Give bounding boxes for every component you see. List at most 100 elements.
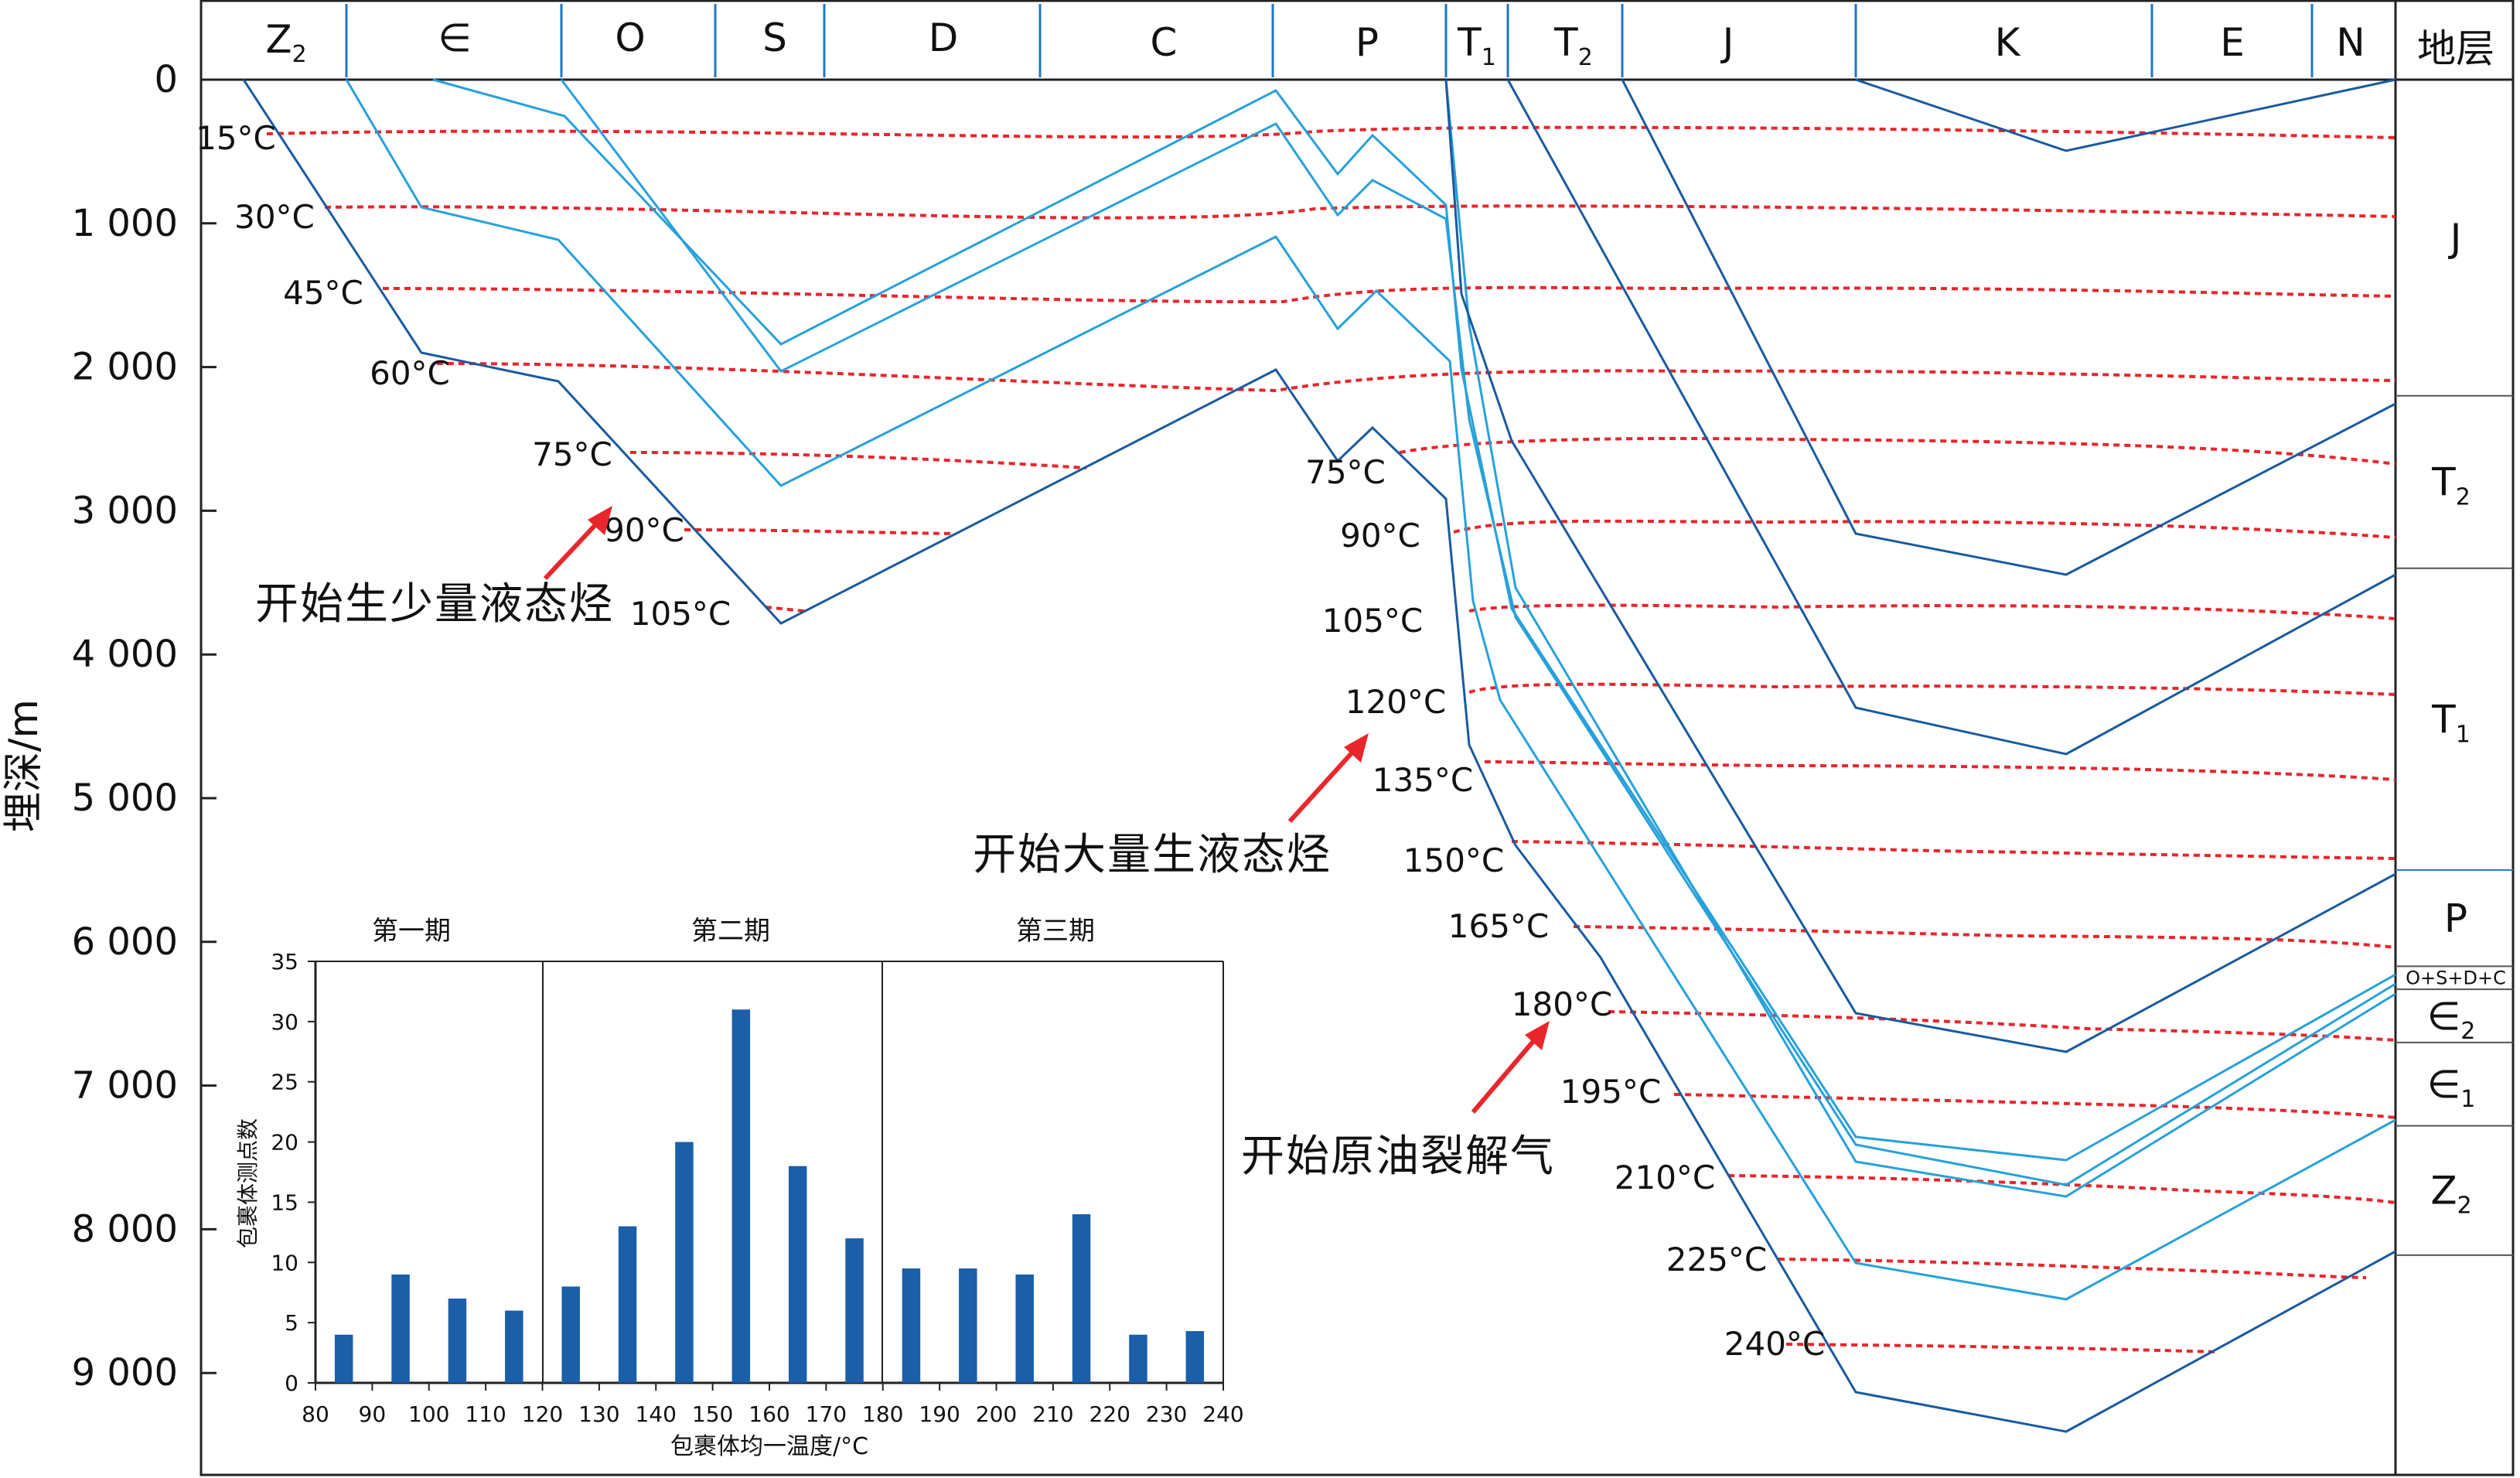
isotherm-1 (324, 204, 2396, 220)
histogram-bar-11 (959, 1268, 977, 1383)
isotherm-label-16: 210°C (1615, 1159, 1716, 1196)
histogram-y-tick-label-5: 25 (271, 1070, 298, 1095)
histogram-x-tick-label-13: 210 (1032, 1401, 1073, 1427)
histogram-x-axis: 80 90 100 110 120 130 140 150 160 170 180 190 200 210… (302, 1383, 1244, 1427)
strata-label-5: ∈2 (2427, 994, 2476, 1045)
histogram-x-tick-label-14: 220 (1089, 1401, 1130, 1427)
isotherm-label-17: 225°C (1666, 1241, 1768, 1278)
histogram-x-tick-label-8: 160 (748, 1401, 789, 1427)
histogram-y-tick-label-0: 0 (285, 1370, 298, 1396)
histogram-bar-8 (788, 1166, 807, 1383)
period-S: S (762, 15, 787, 60)
histogram-x-tick-label-10: 180 (862, 1401, 903, 1427)
strata-column-title: 地层 (2417, 26, 2494, 71)
isotherm-2 (382, 285, 2396, 304)
histogram-x-tick-label-2: 100 (408, 1401, 449, 1427)
isotherm-group (266, 125, 2396, 1353)
burial-curve-7 (1621, 79, 2396, 576)
histogram-bar-15 (1185, 1331, 1205, 1383)
isotherm-label-14: 180°C (1512, 985, 1613, 1023)
isotherm-7 (1453, 519, 2396, 539)
isotherm-10 (1468, 682, 2396, 696)
histogram-y-tick-label-4: 20 (271, 1130, 298, 1155)
histogram-y-tick-label-2: 10 (271, 1250, 298, 1275)
isotherm-label-8: 90°C (1340, 517, 1420, 555)
histogram-x-tick-label-1: 90 (359, 1401, 387, 1427)
period-cambrian: ∈ (438, 15, 472, 60)
histogram-y-tick-label-7: 35 (271, 949, 298, 975)
depth-axis-title: 埋深/m (1, 699, 47, 832)
burial-curve-group (242, 78, 2396, 1433)
isotherm-label-group: 15°C30°C45°C60°C75°C90°C105°C75°C90°C105… (196, 119, 1825, 1363)
annotation-small-liquid: 开始生少量液态烃 (255, 579, 614, 630)
histogram-y-tick-label-3: 15 (271, 1190, 298, 1215)
period-Z2: Z2 (265, 17, 306, 68)
isotherm-17 (1778, 1258, 2367, 1279)
stage-label-1: 第一期 (372, 916, 451, 947)
histogram-y-title: 包裹体测点数 (235, 1118, 261, 1248)
isotherm-label-1: 30°C (234, 198, 315, 236)
histogram-bar-13 (1072, 1214, 1091, 1383)
isotherm-label-12: 150°C (1403, 841, 1505, 879)
strata-label-6: ∈1 (2427, 1062, 2476, 1113)
annotation-oil-cracking: 开始原油裂解气 (1241, 1132, 1555, 1182)
period-header: Z2 ∈ O S D C P T1 T2 J K E N 地层 (265, 15, 2494, 71)
isotherm-11 (1484, 760, 2396, 781)
isotherm-label-6: 105°C (630, 595, 731, 633)
histogram-y-tick-label-1: 5 (285, 1310, 298, 1336)
burial-curve-6 (1506, 79, 2396, 756)
burial-curve-1 (345, 79, 2396, 1301)
isotherm-label-13: 165°C (1448, 907, 1550, 945)
strata-column: J T2 T1 P O+S+D+C ∈2 ∈1 Z2 (2396, 216, 2513, 1256)
burial-curve-3 (560, 79, 2396, 1186)
strata-label-3: P (2444, 896, 2467, 941)
period-O: O (615, 15, 645, 60)
annotation-arrowhead-2 (1344, 733, 1369, 763)
annotation-large-liquid: 开始大量生液态烃 (973, 830, 1332, 880)
isotherm-16 (1727, 1174, 2396, 1204)
histogram-bars (334, 1009, 1205, 1383)
isotherm-label-2: 45°C (283, 274, 363, 312)
burial-curve-5 (1444, 79, 2396, 1053)
depth-tick-label-2: 2 000 (72, 346, 178, 389)
depth-tick-label-9: 9 000 (72, 1351, 178, 1394)
strata-label-2: T1 (2431, 697, 2471, 748)
stage-label-3: 第三期 (1016, 916, 1095, 947)
histogram-x-tick-label-16: 240 (1202, 1401, 1243, 1427)
histogram-bar-14 (1129, 1334, 1147, 1383)
stage-label-2: 第二期 (691, 916, 770, 947)
period-C: C (1151, 20, 1178, 65)
isotherm-6 (684, 528, 956, 535)
isotherm-9 (1468, 603, 2396, 620)
period-dividers (345, 4, 2314, 77)
period-T2: T2 (1553, 20, 1593, 71)
histogram-bar-7 (731, 1009, 751, 1383)
period-D: D (929, 15, 959, 60)
histogram-bar-1 (391, 1274, 410, 1383)
depth-tick-label-4: 4 000 (72, 633, 178, 676)
isotherm-label-9: 105°C (1322, 602, 1424, 640)
isotherm-0 (266, 125, 2396, 139)
depth-tick-label-7: 7 000 (72, 1064, 178, 1108)
isotherm-label-18: 240°C (1724, 1325, 1826, 1363)
strata-label-0: J (2448, 216, 2462, 261)
histogram-x-tick-label-15: 230 (1146, 1401, 1187, 1427)
histogram-x-tick-label-6: 140 (636, 1401, 677, 1427)
histogram-x-tick-label-0: 80 (302, 1401, 329, 1427)
strata-label-7: Z2 (2430, 1169, 2471, 1220)
depth-tick-label-8: 8 000 (72, 1207, 178, 1251)
isotherm-15 (1673, 1093, 2396, 1119)
strata-label-1: T2 (2431, 460, 2471, 511)
strata-label-4: O+S+D+C (2406, 968, 2506, 989)
isotherm-4 (629, 451, 1087, 469)
period-N: N (2336, 20, 2365, 65)
isotherm-label-10: 120°C (1345, 683, 1447, 721)
histogram-y-axis: 0 5 10 15 20 25 30 35 (271, 949, 315, 1396)
isotherm-label-7: 75°C (1305, 453, 1386, 491)
histogram-x-tick-label-11: 190 (919, 1401, 960, 1427)
plot-frame (199, 0, 2515, 1476)
depth-tick-label-1: 1 000 (72, 202, 178, 245)
histogram-bar-4 (561, 1286, 580, 1383)
